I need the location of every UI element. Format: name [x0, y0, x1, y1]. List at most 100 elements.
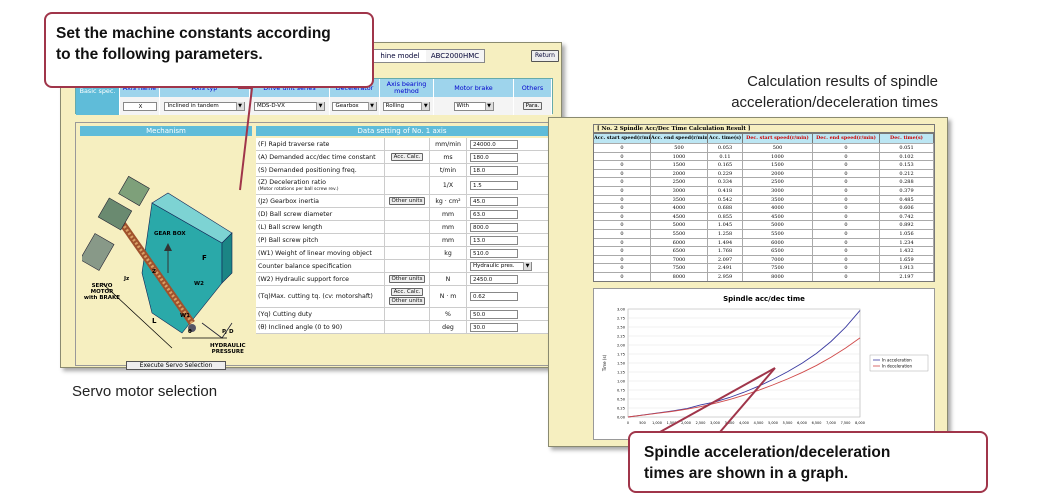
right-caption-line-2: acceleration/deceleration times	[731, 94, 938, 111]
decelerator-select[interactable]: Gearbox ▼	[332, 101, 377, 111]
data-row: Counter balance specification Hydraulic p…	[256, 260, 548, 273]
header-bearing: Axis bearing method	[380, 79, 434, 97]
bottom-callout-line-2: times are shown in a graph.	[644, 465, 849, 482]
table-cell: 0	[813, 272, 880, 281]
table-cell: 6500	[743, 247, 813, 255]
table-row: 0 2000 0.229 2000 0 0.212	[594, 168, 934, 178]
x-tick-label: 6,500	[812, 421, 822, 425]
param-value-input[interactable]: 50.0	[470, 309, 518, 319]
param-text: (Yq) Cutting duty	[258, 310, 313, 318]
data-row: (W2) Hydraulic support force Other units N…	[256, 273, 548, 286]
chevron-down-icon: ▼	[235, 102, 244, 110]
param-value-input[interactable]: 800.0	[470, 222, 518, 232]
table-cell: 500	[743, 144, 813, 152]
x-tick-label: 8,000	[855, 421, 865, 425]
y-tick-label: 1.75	[617, 353, 625, 357]
main-panel: Mechanism Data setting of No. 1 axis GEA…	[75, 122, 553, 370]
table-cell: 0.051	[880, 144, 934, 152]
other-units-button[interactable]: Other units	[388, 197, 426, 205]
table-cell: 1.913	[880, 264, 934, 272]
table-row: 0 7500 2.491 7500 0 1.913	[594, 263, 934, 272]
table-cell: 0	[594, 255, 651, 264]
x-tick-label: 1,000	[652, 421, 662, 425]
param-unit: N	[430, 273, 467, 285]
table-cell: 0	[813, 144, 880, 152]
param-label: (W2) Hydraulic support force	[256, 273, 385, 285]
param-value-input[interactable]: 63.0	[470, 209, 518, 219]
y-tick-label: 0.50	[617, 398, 626, 402]
return-button[interactable]: Return	[531, 50, 559, 62]
param-value-input[interactable]: 1.5	[470, 181, 518, 190]
param-unit: %	[430, 308, 467, 320]
table-cell: 8000	[651, 272, 708, 281]
table-cell: 2000	[743, 169, 813, 178]
axis-type-select[interactable]: Inclined in tandem ▼	[164, 101, 245, 111]
param-button-cell	[385, 260, 430, 272]
param-value-input[interactable]: 180.0	[470, 152, 518, 162]
theta-label: θ	[188, 329, 192, 335]
param-button-cell	[385, 164, 430, 176]
acc-calc-button[interactable]: Acc. Calc.	[390, 288, 424, 296]
table-row: 0 5000 1.045 5000 0 0.892	[594, 220, 934, 229]
param-value-input[interactable]: 510.0	[470, 248, 518, 258]
param-value-input[interactable]: 13.0	[470, 235, 518, 245]
param-value-input[interactable]: 30.0	[470, 322, 518, 332]
counter-balance-select[interactable]: Hydraulic pres. ▼	[470, 261, 532, 271]
y-tick-label: 2.00	[617, 344, 626, 348]
header-acc-start: Acc. start speed(r/min)	[594, 134, 651, 143]
x-tick-label: 7,500	[841, 421, 851, 425]
table-cell: 1.494	[708, 238, 743, 247]
x-tick-label: 3,000	[710, 421, 720, 425]
param-value-cell: Hydraulic pres. ▼	[467, 260, 548, 272]
drive-unit-select[interactable]: MDS-D-VX ▼	[253, 101, 326, 111]
bearing-select[interactable]: Rolling ▼	[382, 101, 431, 111]
param-unit: mm	[430, 221, 467, 233]
axis-name-input[interactable]: X	[122, 101, 157, 111]
table-cell: 0.053	[708, 144, 743, 152]
y-tick-label: 1.50	[617, 362, 626, 366]
param-value-input[interactable]: 2450.0	[470, 274, 518, 284]
table-cell: 1.234	[880, 238, 934, 247]
param-value-input[interactable]: 18.0	[470, 165, 518, 175]
param-text: (W1) Weight of linear moving object	[258, 249, 372, 257]
param-value-input[interactable]: 45.0	[470, 196, 518, 206]
legend-label: In deceleration	[882, 364, 912, 369]
acc-calc-button[interactable]: Acc. Calc.	[390, 153, 424, 161]
table-cell: 4500	[651, 212, 708, 221]
series-line-1	[627, 337, 861, 418]
table-cell: 0	[813, 255, 880, 264]
chevron-down-icon: ▼	[421, 102, 430, 110]
motor-brake-select[interactable]: With ▼	[453, 101, 494, 111]
results-window: [ No. 2 Spindle Acc/Dec Time Calculation…	[548, 117, 948, 447]
param-unit: N · m	[430, 286, 467, 307]
table-cell: 0.542	[708, 195, 743, 204]
param-button-cell: Acc. Calc.	[385, 151, 430, 163]
header-dec-end: Dec. end speed(r/min)	[813, 134, 880, 143]
table-row: 0 4000 0.688 4000 0 0.606	[594, 203, 934, 212]
bottom-callout-pointer-a	[659, 367, 776, 433]
y-tick-label: 0.00	[617, 416, 626, 420]
param-text: (Jz) Gearbox inertia	[258, 197, 319, 205]
param-value-cell: 2450.0	[467, 273, 548, 285]
param-value-input[interactable]: 0.62	[470, 292, 518, 301]
table-cell: 0	[813, 264, 880, 272]
param-value-input[interactable]: 24000.0	[470, 139, 518, 149]
other-units-button[interactable]: Other units	[388, 297, 426, 305]
execute-servo-selection-button[interactable]: Execute Servo Selection	[126, 361, 226, 370]
table-cell: 4000	[743, 204, 813, 212]
x-tick-label: 2,500	[696, 421, 706, 425]
table-cell: 1000	[743, 152, 813, 161]
para-button[interactable]: Para.	[522, 102, 543, 110]
param-button-cell	[385, 138, 430, 150]
x-tick-label: 3,500	[725, 421, 735, 425]
param-value-cell: 30.0	[467, 321, 548, 333]
table-cell: 0.153	[880, 161, 934, 169]
table-cell: 0.892	[880, 221, 934, 229]
other-units-button[interactable]: Other units	[388, 275, 426, 283]
param-label: Counter balance specification	[256, 260, 385, 272]
y-tick-label: 2.25	[617, 335, 625, 339]
table-cell: 0	[813, 229, 880, 238]
data-row: (L) Ball screw length mm 800.0	[256, 221, 548, 234]
table-cell: 0.102	[880, 152, 934, 161]
x-tick-label: 6,000	[797, 421, 807, 425]
